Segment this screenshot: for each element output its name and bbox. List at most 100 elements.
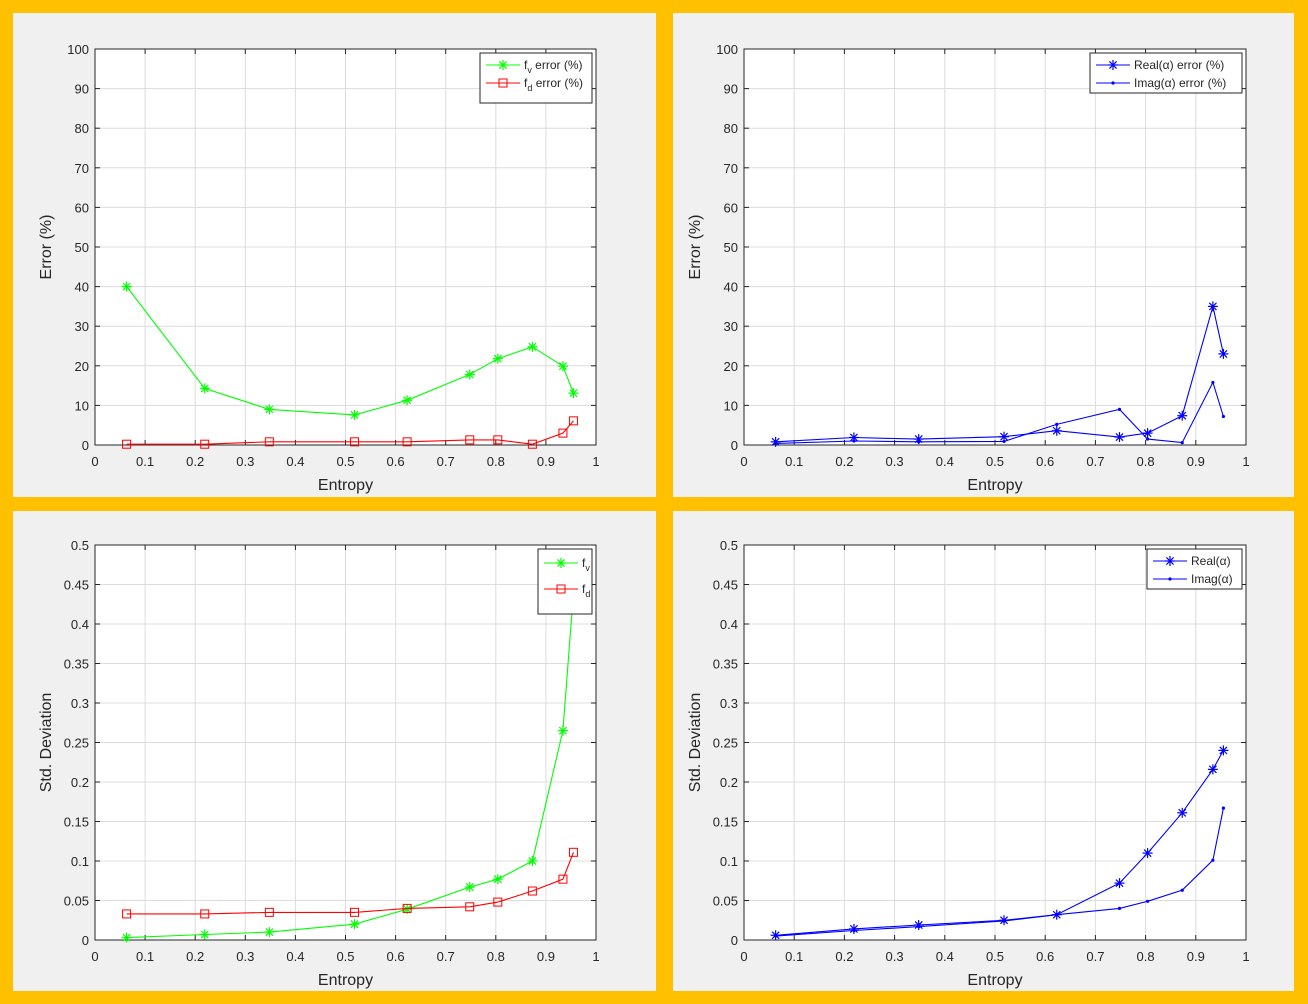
data-point <box>1114 878 1125 889</box>
data-point <box>1221 806 1226 810</box>
legend-entry: Real(α) <box>1191 554 1231 568</box>
x-axis-label: Entropy <box>967 477 1022 494</box>
chart-top-right: 0 0.1 0.2 0.3 0.4 0.5 0.6 0.7 0.8 0.9 101020304050… <box>687 42 1250 494</box>
y-axis-label: Error (%) <box>687 215 704 280</box>
data-point <box>1051 425 1062 436</box>
data-point <box>568 847 578 857</box>
series-line <box>775 380 1224 444</box>
legend-entry: fv <box>582 556 590 573</box>
tick-marks <box>94 544 597 941</box>
data-point <box>200 439 210 449</box>
data-point <box>774 934 778 938</box>
x-tick-label: 0.4 <box>936 454 954 469</box>
data-point <box>852 439 856 443</box>
data-point <box>402 903 412 913</box>
data-point <box>402 437 412 447</box>
data-point <box>1146 437 1150 441</box>
x-tick-label: 0.8 <box>487 454 505 469</box>
x-tick-label: 0.5 <box>986 454 1004 469</box>
x-axis-label: Entropy <box>318 477 373 494</box>
x-tick-label: 0.6 <box>1036 454 1054 469</box>
data-point <box>464 882 475 893</box>
data-point <box>527 886 537 896</box>
data-point <box>1180 888 1184 892</box>
legend-entry: fv error (%) <box>524 58 583 75</box>
legend-marker <box>1165 556 1175 566</box>
x-tick-label: 0.7 <box>1086 949 1104 964</box>
x-tick-label: 0.7 <box>1086 454 1104 469</box>
chart-bottom-left: 0 0.1 0.2 0.3 0.4 0.5 0.6 0.7 0.8 0.9 1 0 0.05 0.1 0.1… <box>38 538 600 989</box>
series-line <box>126 852 575 915</box>
x-tick-label: 0.2 <box>835 949 853 964</box>
y-tick-label: 0.05 <box>713 894 738 909</box>
data-point <box>264 437 274 447</box>
legend-box <box>1089 52 1243 94</box>
data-point <box>264 907 274 917</box>
x-tick-label: 1 <box>1242 949 1249 964</box>
x-tick-label: 0.4 <box>286 949 304 964</box>
y-tick-label: 0.45 <box>713 578 738 593</box>
x-tick-label: 1 <box>592 949 599 964</box>
data-point <box>527 439 537 449</box>
data-point <box>402 395 413 406</box>
legend-marker <box>498 78 508 88</box>
chart-bottom-right: 0 0.1 0.2 0.3 0.4 0.5 0.6 0.7 0.8 0.9 1 0 0.05 0.1 0.1… <box>687 538 1250 989</box>
legend-marker <box>1108 60 1118 70</box>
data-point <box>121 932 132 943</box>
x-tick-label: 0.9 <box>537 454 555 469</box>
y-tick-label: 0.35 <box>64 657 89 672</box>
legend-box <box>479 52 593 104</box>
x-tick-label: 0.2 <box>835 454 853 469</box>
x-tick-label: 0.7 <box>437 454 455 469</box>
data-point <box>121 281 132 292</box>
data-point <box>1177 410 1188 421</box>
y-tick-label: 80 <box>724 121 738 136</box>
data-point <box>1002 919 1006 923</box>
y-tick-label: 0.5 <box>720 538 738 553</box>
data-point <box>349 919 360 930</box>
y-tick-label: 0.25 <box>713 736 738 751</box>
grid <box>743 48 1247 446</box>
x-tick-label: 0.2 <box>186 454 204 469</box>
x-tick-label: 0.5 <box>336 949 354 964</box>
y-tick-label: 0.3 <box>71 696 89 711</box>
chart-panel-bottom-left: 0 0.1 0.2 0.3 0.4 0.5 0.6 0.7 0.8 0.9 1 0 0.05 0.1 0.1… <box>13 511 656 991</box>
x-tick-label: 0.1 <box>785 454 803 469</box>
data-point <box>122 439 132 449</box>
x-tick-label: 0 <box>91 949 98 964</box>
data-point <box>1207 301 1218 312</box>
x-tick-label: 0.9 <box>537 949 555 964</box>
data-point <box>493 435 503 445</box>
x-tick-label: 0 <box>91 454 98 469</box>
x-tick-label: 0.8 <box>487 949 505 964</box>
data-point <box>464 369 475 380</box>
series-line <box>775 807 1224 937</box>
data-point <box>917 924 921 929</box>
y-tick-label: 10 <box>75 398 89 413</box>
x-tick-label: 0.1 <box>136 454 154 469</box>
x-tick-label: 0.5 <box>336 454 354 469</box>
y-axis-label: Error (%) <box>38 215 55 280</box>
y-tick-label: 0 <box>731 438 738 453</box>
x-tick-label: 0.8 <box>1137 949 1155 964</box>
x-tick-label: 1 <box>592 454 599 469</box>
y-tick-label: 0.45 <box>64 578 89 593</box>
legend-entry: Real(α) error (%) <box>1134 58 1224 72</box>
x-tick-label: 0.1 <box>785 949 803 964</box>
legend: Real(α) Imag(α) <box>1146 548 1243 590</box>
data-point <box>1218 745 1229 756</box>
y-tick-label: 0.4 <box>720 617 738 632</box>
legend-entry: Imag(α) error (%) <box>1134 76 1226 90</box>
data-point <box>557 725 568 736</box>
y-tick-label: 0.4 <box>71 617 89 632</box>
y-tick-label: 0.2 <box>720 775 738 790</box>
data-point <box>492 353 503 364</box>
data-point <box>1218 348 1229 359</box>
y-tick-label: 90 <box>724 82 738 97</box>
x-tick-label: 0.6 <box>1036 949 1054 964</box>
data-point <box>1117 906 1122 910</box>
y-tick-label: 50 <box>724 240 738 255</box>
x-axis-label: Entropy <box>967 972 1022 989</box>
data-point <box>1117 407 1122 411</box>
data-point <box>199 383 210 394</box>
